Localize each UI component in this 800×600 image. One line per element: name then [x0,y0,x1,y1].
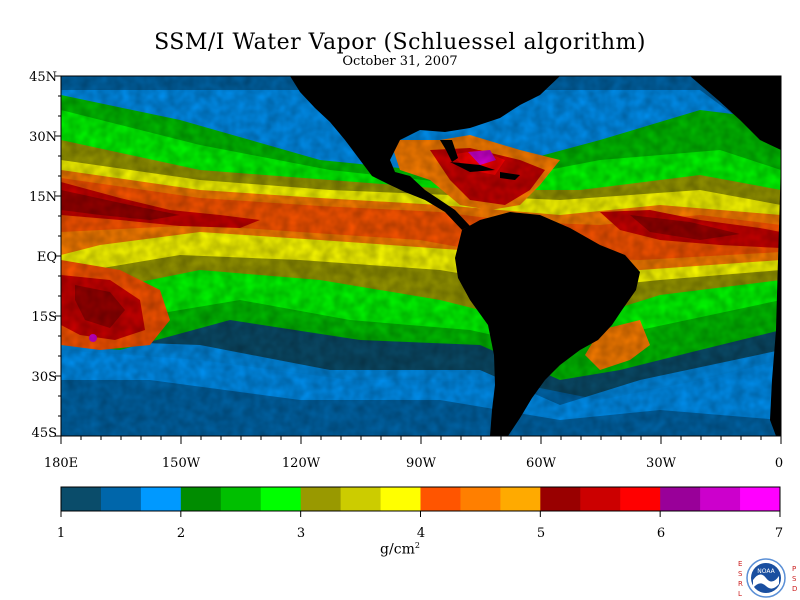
units-exponent: 2 [414,541,420,550]
units-base: g/cm [380,541,415,558]
colorbar-tick-2: 2 [177,526,185,541]
logo-letter-s: S [738,570,743,578]
colorbar-swatch [620,487,661,511]
colorbar-swatch [300,487,342,511]
colorbar-swatch [61,487,102,511]
colorbar-swatch [740,487,781,511]
lat-label-15n: 15N [29,190,57,205]
map-date: October 31, 2007 [342,54,458,69]
colorbar-swatch [500,487,541,511]
lon-label-150w: 150W [162,456,201,471]
logo-letter-r: R [738,580,743,588]
map-title: SSM/I Water Vapor (Schluessel algorithm) [154,30,646,55]
colorbar [61,487,781,511]
lat-label-15s: 15S [32,310,57,325]
logo-seal-text: NOAA [757,568,775,575]
colorbar-tick-6: 6 [657,526,665,541]
lat-label-45s: 45S [32,426,57,441]
colorbar-swatch [180,487,222,511]
lon-label-90w: 90W [406,456,437,471]
lon-label-60w: 60W [526,456,557,471]
lon-label-0: 0 [775,456,783,471]
logo-letter-p: P [792,565,796,573]
colorbar-swatch [140,487,182,511]
colorbar-swatch [340,487,382,511]
land-masses [290,76,781,436]
colorbar-swatch [380,487,421,511]
lat-label-45n: 45N [29,70,57,85]
colorbar-tick-4: 4 [417,526,425,541]
colorbar-swatch [540,487,581,511]
colorbar-frame [60,486,781,512]
colorbar-tick-5: 5 [537,526,545,541]
colorbar-tick-1: 1 [57,526,65,541]
colorbar-tick-7: 7 [775,526,783,541]
colorbar-swatch [660,487,701,511]
longitude-labels: 180E 150W 120W 90W 60W 30W 0 [44,456,783,471]
colorbar-swatch [580,487,621,511]
logo-letter-e: E [738,560,742,568]
colorbar-swatch [700,487,741,511]
noaa-esrl-psd-logo: E S R L P S D NOAA [738,558,797,598]
colorbar-swatch [420,487,461,511]
lon-label-180e: 180E [44,456,78,471]
lat-label-30n: 30N [29,130,57,145]
colorbar-swatch [460,487,501,511]
colorbar-swatch [260,487,302,511]
colorbar-units: g/cm2 [0,541,800,558]
lon-label-120w: 120W [282,456,321,471]
axis-ticks [55,75,782,517]
logo-letter-s2: S [792,575,797,583]
colorbar-swatch [220,487,262,511]
colorbar-tick-labels: 1 2 3 4 5 6 7 [57,526,783,541]
lat-label-eq: EQ [37,250,57,265]
latitude-labels: 45N 30N 15N EQ 15S 30S 45S [29,70,57,441]
lon-label-30w: 30W [646,456,677,471]
logo-letter-l: L [738,590,742,598]
lat-label-30s: 30S [32,370,57,385]
colorbar-swatch [100,487,142,511]
logo-letter-d: D [792,585,797,593]
colorbar-tick-3: 3 [297,526,305,541]
